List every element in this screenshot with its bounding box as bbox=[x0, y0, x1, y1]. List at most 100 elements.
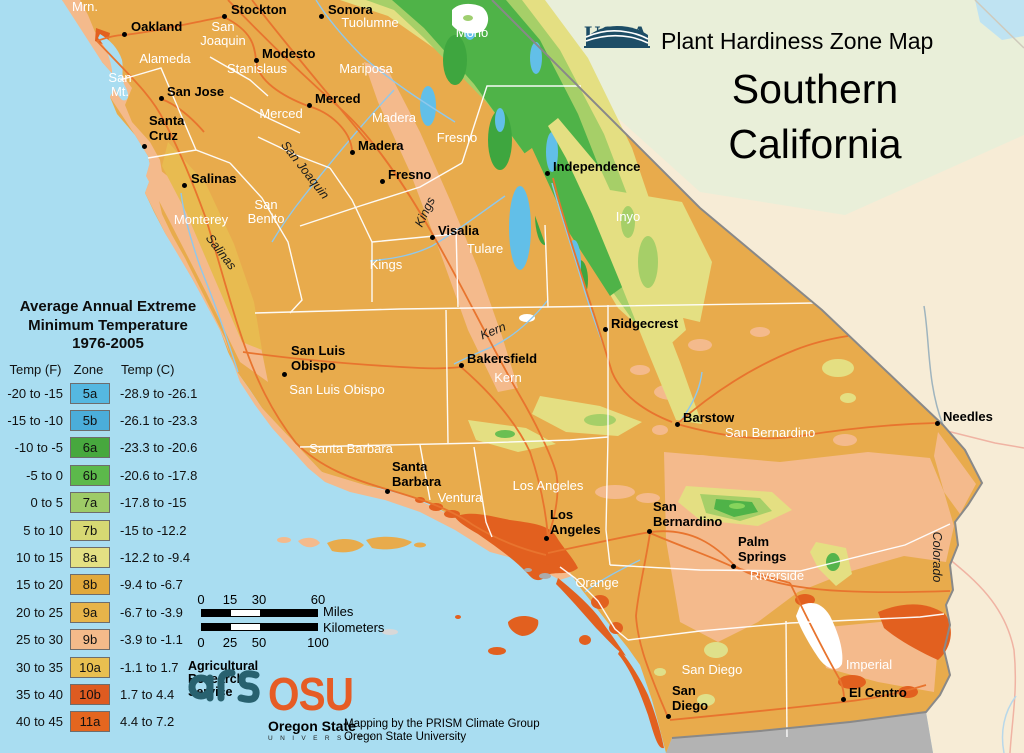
legend-header-zone: Zone bbox=[73, 361, 104, 377]
city-dot bbox=[674, 421, 680, 427]
socal-mountains bbox=[468, 396, 852, 706]
city-dot bbox=[349, 149, 355, 155]
city-label: Modesto bbox=[262, 46, 316, 61]
county-label: San Luis Obispo bbox=[289, 382, 385, 397]
legend-temp-c: -26.1 to -23.3 bbox=[120, 413, 198, 429]
city-label: Oakland bbox=[131, 19, 183, 34]
county-label: Tulare bbox=[466, 241, 504, 256]
miles-label: Miles bbox=[323, 604, 354, 619]
legend-temp-f: 0 to 5 bbox=[30, 495, 63, 511]
legend-temp-f: -20 to -15 bbox=[7, 385, 63, 401]
legend-title: Average Annual Extreme Minimum Temperatu… bbox=[5, 298, 211, 354]
osu-acronym: OSU bbox=[268, 668, 354, 720]
city-dot bbox=[318, 13, 324, 19]
legend-row: 10 to 15 8a -12.2 to -9.4 bbox=[5, 544, 230, 571]
zone-swatch: 7a bbox=[70, 492, 110, 514]
legend-row: 40 to 45 11a 4.4 to 7.2 bbox=[5, 708, 230, 735]
zone-swatch: 9a bbox=[70, 601, 110, 623]
city-dot bbox=[543, 535, 549, 541]
legend-temp-c: -28.9 to -26.1 bbox=[120, 385, 198, 401]
city-label: Visalia bbox=[438, 223, 479, 238]
usda-symbol-icon bbox=[585, 26, 649, 48]
osu-university: U N I V E R S I T Y bbox=[268, 735, 377, 742]
legend-temp-c: -1.1 to 1.7 bbox=[120, 659, 179, 675]
city-dot bbox=[646, 528, 652, 534]
legend-row: 20 to 25 9a -6.7 to -3.9 bbox=[5, 599, 230, 626]
county-label: Santa Barbara bbox=[309, 441, 393, 456]
city-dot bbox=[840, 696, 846, 702]
county-label: San Benito bbox=[247, 197, 285, 226]
scale-tick: 60 bbox=[310, 592, 326, 607]
legend: Average Annual Extreme Minimum Temperatu… bbox=[5, 298, 230, 736]
legend-header-temp-f: Temp (F) bbox=[9, 361, 62, 377]
zone-swatch: 7b bbox=[70, 519, 110, 541]
legend-temp-f: -10 to -5 bbox=[14, 440, 63, 456]
mexico-region bbox=[666, 712, 933, 753]
zone-swatch: 8a bbox=[70, 547, 110, 569]
usda-logo: USDA bbox=[584, 23, 650, 48]
city-dot bbox=[181, 182, 187, 188]
legend-row: 0 to 5 7a -17.8 to -15 bbox=[5, 489, 230, 516]
km-bar bbox=[201, 623, 318, 631]
zone-swatch: 10a bbox=[70, 656, 110, 678]
legend-headers: Temp (F) Zone Temp (C) bbox=[5, 362, 230, 377]
county-label: Kern bbox=[494, 370, 522, 385]
legend-temp-f: 5 to 10 bbox=[23, 522, 63, 538]
county-label: Tuolumne bbox=[341, 15, 399, 30]
city-label: Los Angeles bbox=[550, 507, 601, 537]
river-label: Colorado bbox=[930, 531, 944, 583]
legend-temp-c: -6.7 to -3.9 bbox=[120, 604, 183, 620]
county-label: Mono bbox=[455, 25, 489, 40]
az-river bbox=[1001, 695, 1017, 753]
city-label: Bakersfield bbox=[467, 351, 538, 366]
city-dot bbox=[121, 31, 127, 37]
km-label: Kilometers bbox=[323, 620, 385, 635]
state-border bbox=[491, 0, 984, 739]
city-label: San Bernardino bbox=[653, 499, 723, 529]
city-label: San Diego bbox=[672, 683, 709, 713]
legend-title-line-2: Minimum Temperature bbox=[28, 316, 188, 334]
county-label: Merced bbox=[259, 106, 303, 121]
county-label: San Joaquin bbox=[200, 19, 246, 48]
legend-temp-c: -15 to -12.2 bbox=[120, 522, 187, 538]
legend-temp-c: 4.4 to 7.2 bbox=[120, 714, 175, 730]
legend-temp-c: -3.9 to -1.1 bbox=[120, 632, 183, 648]
nv-road bbox=[974, 0, 1024, 49]
legend-temp-c: -23.3 to -20.6 bbox=[120, 440, 198, 456]
county-label: Mrn. bbox=[72, 0, 98, 14]
city-dot bbox=[730, 563, 736, 569]
county-label: San Mt. bbox=[108, 70, 132, 99]
scale-tick: 0 bbox=[197, 635, 205, 650]
legend-temp-f: 35 to 40 bbox=[16, 686, 63, 702]
legend-temp-f: 15 to 20 bbox=[16, 577, 63, 593]
legend-temp-c: 1.7 to 4.4 bbox=[120, 686, 175, 702]
legend-row: -5 to 0 6b -20.6 to -17.8 bbox=[5, 462, 230, 489]
city-dot bbox=[665, 713, 671, 719]
city-label: Needles bbox=[943, 409, 993, 424]
city-label: Fresno bbox=[388, 167, 432, 182]
legend-row: 30 to 35 10a -1.1 to 1.7 bbox=[5, 653, 230, 680]
out-of-state-north-tint bbox=[492, 0, 1024, 215]
zone-swatch: 5b bbox=[70, 410, 110, 432]
region-title: Southern California bbox=[655, 62, 975, 172]
city-dot bbox=[429, 234, 435, 240]
miles-bar bbox=[201, 609, 318, 617]
county-label: Mariposa bbox=[339, 61, 393, 76]
zone-swatch: 10b bbox=[70, 683, 110, 705]
az-road-1 bbox=[942, 429, 1024, 449]
attribution-line-1: Mapping by the PRISM Climate Group bbox=[344, 718, 540, 730]
attribution-line-2: Oregon State University bbox=[344, 731, 467, 743]
county-label: Stanislaus bbox=[227, 61, 287, 76]
legend-temp-f: 30 to 35 bbox=[16, 659, 63, 675]
city-dot bbox=[379, 178, 385, 184]
county-label: Ventura bbox=[437, 490, 483, 505]
city-label: San Jose bbox=[167, 84, 225, 99]
legend-row: -15 to -10 5b -26.1 to -23.3 bbox=[5, 407, 230, 434]
legend-temp-f: 10 to 15 bbox=[16, 550, 63, 566]
inyo-green-patches bbox=[621, 206, 658, 288]
city-dot bbox=[221, 13, 227, 19]
city-label: Palm Springs bbox=[738, 534, 787, 564]
map-title: Plant Hardiness Zone Map bbox=[661, 28, 934, 54]
